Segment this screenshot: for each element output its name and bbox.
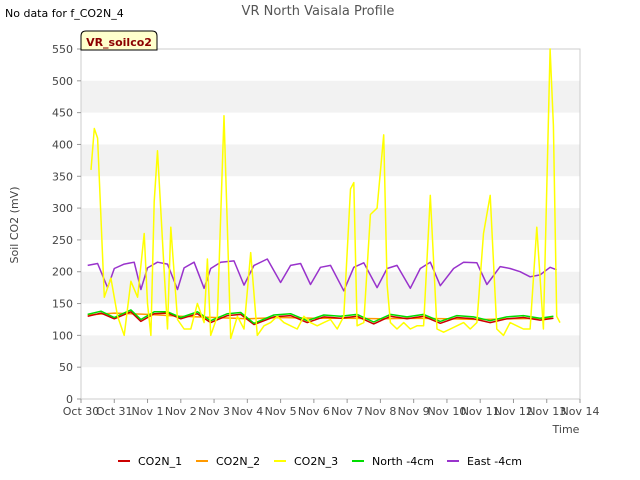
y-axis-label: Soil CO2 (mV) — [8, 187, 21, 264]
legend-label: CO2N_2 — [216, 455, 260, 468]
y-tick-label: 100 — [52, 329, 73, 342]
plot-frame — [80, 48, 581, 400]
series-line-north-4cm — [87, 309, 554, 325]
x-tick-label: Nov 3 — [198, 405, 230, 418]
x-tick-label: Nov 6 — [298, 405, 330, 418]
y-tick-label: 250 — [52, 234, 73, 247]
x-tick-label: Nov 9 — [398, 405, 430, 418]
x-tick-label: Oct 31 — [96, 405, 133, 418]
x-tick-label: Nov 7 — [331, 405, 363, 418]
x-tick-label: Nov 12 — [494, 405, 533, 418]
grid-band — [81, 80, 580, 113]
badge-label: VR_soilco2 — [86, 36, 152, 49]
series-line-co2n-1 — [87, 311, 554, 326]
legend: CO2N_1 CO2N_2 CO2N_3 North -4cm East -4cm — [118, 455, 522, 468]
y-tick-label: 50 — [59, 361, 73, 374]
x-tick-label: Nov 10 — [427, 405, 466, 418]
x-axis-label: Time — [552, 423, 580, 436]
x-tick-label: Nov 5 — [265, 405, 297, 418]
y-tick-label: 400 — [52, 138, 73, 151]
series-layer — [87, 48, 561, 340]
x-tick-label: Oct 30 — [63, 405, 100, 418]
x-tick-label: Nov 13 — [527, 405, 566, 418]
x-tick-label: Nov 4 — [231, 405, 263, 418]
grid-band — [81, 335, 580, 368]
legend-label: North -4cm — [372, 455, 434, 468]
y-tick-label: 550 — [52, 43, 73, 56]
y-axis-ticks: 0 50 100 150 200 250 300 350 400 450 500 550 — [52, 43, 81, 406]
y-tick-label: 300 — [52, 202, 73, 215]
grid-band — [81, 144, 580, 177]
legend-label: CO2N_3 — [294, 455, 338, 468]
y-tick-label: 200 — [52, 266, 73, 279]
y-tick-label: 0 — [66, 393, 73, 406]
x-tick-label: Nov 2 — [165, 405, 197, 418]
y-tick-label: 150 — [52, 298, 73, 311]
legend-label: East -4cm — [467, 455, 522, 468]
y-tick-label: 350 — [52, 170, 73, 183]
series-line-co2n-3 — [90, 48, 561, 340]
grid-bands — [81, 80, 580, 368]
chart-title: VR North Vaisala Profile — [242, 4, 395, 19]
y-tick-label: 500 — [52, 75, 73, 88]
badge: VR_soilco2 — [80, 30, 158, 51]
x-tick-label: Nov 11 — [461, 405, 500, 418]
legend-label: CO2N_1 — [138, 455, 182, 468]
grid-band — [81, 208, 580, 240]
y-tick-label: 450 — [52, 107, 73, 120]
grid-band — [81, 271, 580, 304]
x-tick-label: Nov 1 — [132, 405, 164, 418]
x-tick-label: Nov 14 — [561, 405, 600, 418]
no-data-note: No data for f_CO2N_4 — [5, 7, 124, 20]
x-tick-label: Nov 8 — [364, 405, 396, 418]
